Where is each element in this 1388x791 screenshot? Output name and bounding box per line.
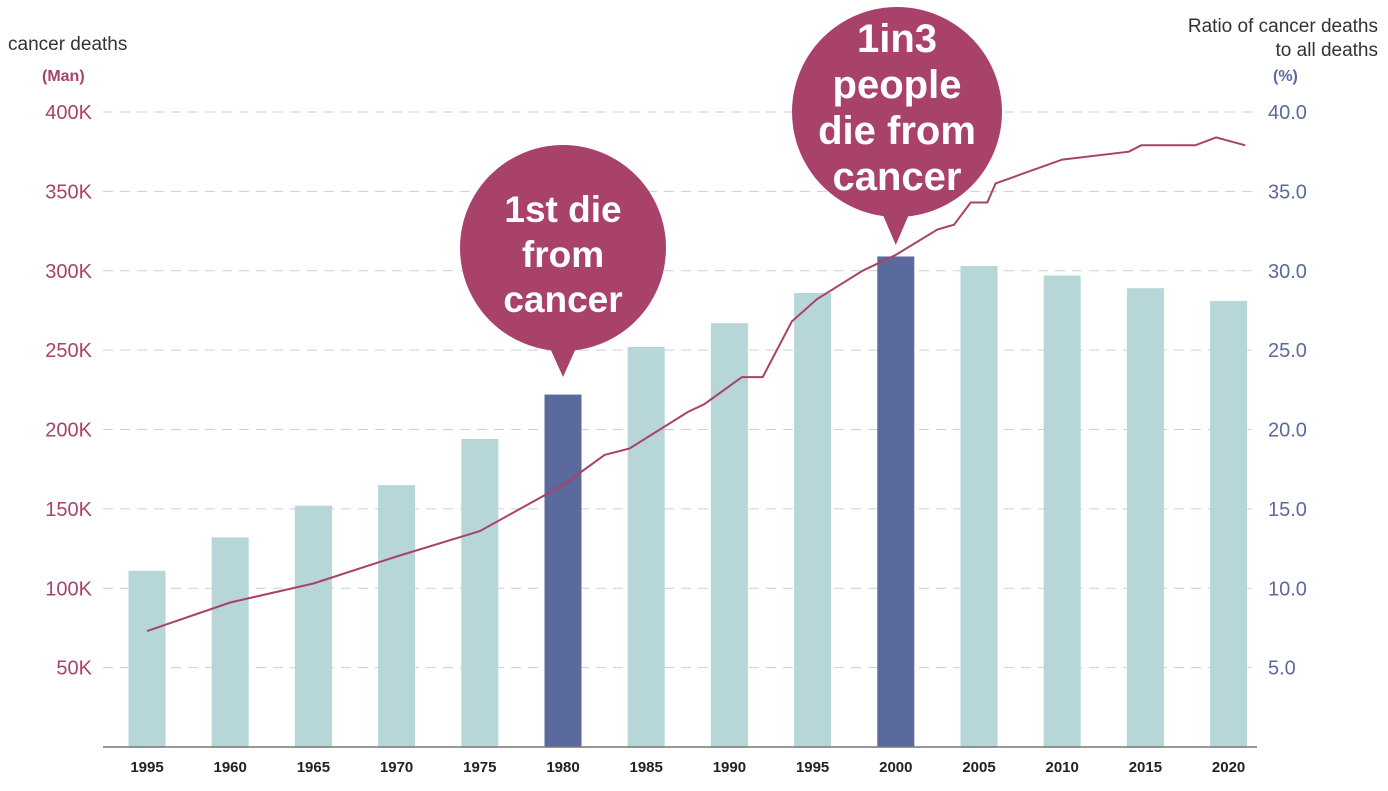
left-tick-label: 100K [45, 578, 92, 600]
left-axis-title: cancer deaths [8, 34, 128, 55]
right-axis-unit: (%) [1273, 68, 1298, 85]
right-axis-title: Ratio of cancer deaths to all deaths [1188, 15, 1378, 63]
bar [627, 346, 665, 747]
x-tick-label: 1995 [130, 759, 163, 776]
bar [960, 265, 998, 747]
x-tick-label: 2000 [879, 759, 912, 776]
x-tick-label: 1960 [214, 759, 247, 776]
x-tick-label: 1965 [297, 759, 330, 776]
bar [877, 256, 915, 747]
bar [378, 485, 416, 747]
bar [294, 505, 332, 747]
x-tick-label: 2020 [1212, 759, 1245, 776]
x-tick-label: 1995 [796, 759, 829, 776]
x-tick-label: 2015 [1129, 759, 1162, 776]
left-tick-label: 250K [45, 340, 92, 362]
x-tick-label: 1975 [463, 759, 496, 776]
x-tick-label: 1990 [713, 759, 746, 776]
annotation-text: people [833, 63, 962, 107]
ratio-line [146, 136, 1246, 633]
bar [211, 537, 249, 747]
right-tick-label: 30.0 [1268, 261, 1307, 283]
right-axis-title-line2: to all deaths [1275, 40, 1378, 61]
left-tick-label: 150K [45, 499, 92, 521]
x-tick-label: 2005 [962, 759, 995, 776]
x-tick-label: 1985 [630, 759, 663, 776]
annotation-bubble [460, 145, 666, 351]
right-tick-label: 25.0 [1268, 340, 1307, 362]
right-axis-title-line1: Ratio of cancer deaths [1187, 16, 1378, 37]
x-tick-label: 2010 [1046, 759, 1079, 776]
annotation-text: from [522, 234, 604, 275]
left-tick-label: 200K [45, 420, 92, 442]
annotation-bubble [792, 7, 1002, 217]
right-tick-label: 10.0 [1268, 578, 1307, 600]
annotation-text: 1in3 [857, 17, 937, 61]
right-tick-label: 40.0 [1268, 102, 1307, 124]
right-tick-label: 20.0 [1268, 420, 1307, 442]
bar [128, 570, 166, 747]
annotation-text: 1st die [504, 189, 621, 230]
right-tick-label: 35.0 [1268, 181, 1307, 203]
bar [1126, 288, 1164, 747]
left-tick-label: 400K [45, 102, 92, 124]
left-axis-unit: (Man) [42, 68, 85, 85]
left-tick-label: 300K [45, 261, 92, 283]
right-tick-label: 15.0 [1268, 499, 1307, 521]
x-tick-label: 1970 [380, 759, 413, 776]
left-tick-label: 50K [56, 658, 92, 680]
x-tick-label: 1980 [546, 759, 579, 776]
bar [1043, 275, 1081, 747]
bar [544, 394, 582, 747]
annotation-text: die from [818, 109, 976, 153]
right-tick-label: 5.0 [1268, 658, 1296, 680]
left-tick-label: 350K [45, 181, 92, 203]
annotation-text: cancer [503, 279, 622, 320]
annotation-text: cancer [833, 155, 962, 199]
bar [794, 292, 832, 747]
bar [1210, 300, 1248, 747]
bar [461, 439, 499, 747]
